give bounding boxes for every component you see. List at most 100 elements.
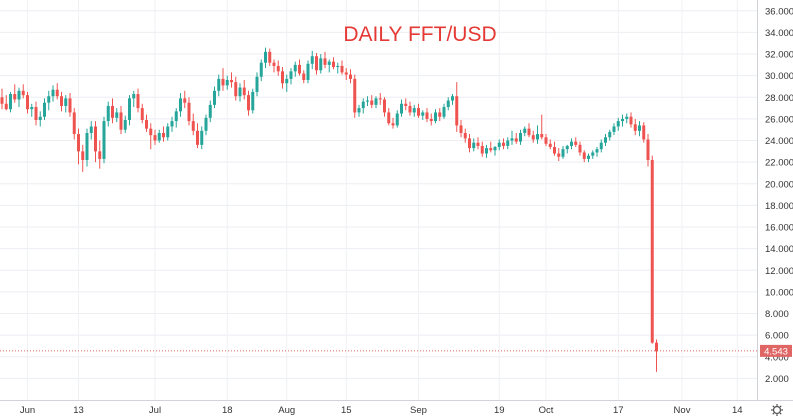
candle bbox=[502, 138, 505, 150]
candle-body bbox=[9, 94, 12, 110]
candle-body bbox=[591, 152, 595, 156]
candle-body bbox=[140, 108, 144, 120]
candle-body bbox=[506, 140, 510, 146]
candle bbox=[132, 90, 136, 108]
candle bbox=[119, 105, 123, 135]
candle bbox=[451, 94, 454, 105]
candle bbox=[519, 129, 522, 145]
candle-body bbox=[204, 117, 208, 131]
candle bbox=[574, 137, 578, 148]
candle-body bbox=[493, 147, 497, 151]
candle-body bbox=[153, 135, 157, 141]
candle bbox=[170, 116, 174, 132]
candle bbox=[608, 129, 612, 141]
candle-body bbox=[111, 105, 114, 118]
candle bbox=[123, 115, 127, 133]
candle bbox=[106, 101, 110, 127]
candle-body bbox=[196, 130, 199, 145]
x-tick-label: Jul bbox=[149, 405, 161, 416]
candle bbox=[281, 67, 284, 89]
candle bbox=[234, 76, 238, 101]
candle bbox=[391, 117, 395, 129]
candle-body bbox=[404, 103, 408, 106]
candle-body bbox=[344, 72, 348, 75]
x-tick-label: 15 bbox=[341, 405, 352, 416]
y-tick-label: 14.000 bbox=[765, 244, 793, 255]
candle-body bbox=[604, 137, 607, 143]
candle-body bbox=[0, 97, 4, 104]
candle bbox=[285, 74, 289, 92]
gear-icon-teeth bbox=[771, 404, 783, 416]
vertical-gridlines bbox=[27, 0, 738, 400]
candle-body bbox=[340, 65, 344, 73]
candle bbox=[310, 50, 314, 70]
candle bbox=[327, 59, 331, 73]
y-tick-label: 18.000 bbox=[765, 201, 793, 212]
candle-body bbox=[391, 123, 395, 126]
candle bbox=[349, 69, 352, 84]
candle bbox=[561, 145, 565, 159]
candle-body bbox=[489, 148, 493, 151]
candle bbox=[204, 114, 208, 136]
candle-body bbox=[548, 143, 552, 148]
x-tick-label: Oct bbox=[539, 405, 554, 416]
candle-body bbox=[425, 112, 429, 119]
candle-body bbox=[421, 112, 425, 116]
candle-body bbox=[459, 125, 463, 133]
y-tick-label: 10.000 bbox=[765, 287, 793, 298]
candle bbox=[162, 126, 165, 142]
candle bbox=[298, 59, 301, 76]
candle-body bbox=[612, 126, 616, 132]
x-tick-label: 13 bbox=[73, 405, 84, 416]
candle-body bbox=[115, 112, 119, 118]
candle bbox=[196, 123, 199, 149]
y-tick-label: 16.000 bbox=[765, 223, 793, 234]
settings-gear-icon[interactable] bbox=[771, 404, 783, 416]
candle bbox=[174, 108, 178, 128]
candle-body bbox=[574, 141, 578, 145]
candle-body bbox=[187, 102, 191, 122]
candle bbox=[544, 134, 548, 146]
candle-body bbox=[646, 139, 650, 160]
y-tick-label: 24.000 bbox=[765, 136, 793, 147]
candle bbox=[536, 125, 539, 144]
candle bbox=[17, 87, 21, 108]
candle-body bbox=[553, 147, 556, 154]
y-tick-label: 32.000 bbox=[765, 50, 793, 61]
candle bbox=[408, 101, 412, 116]
candle-body bbox=[13, 94, 17, 100]
candle bbox=[604, 134, 607, 146]
candle bbox=[370, 95, 374, 109]
candle-body bbox=[315, 56, 318, 71]
candle-body bbox=[119, 112, 123, 130]
candle bbox=[493, 145, 497, 156]
candle bbox=[527, 123, 531, 138]
candle bbox=[289, 68, 293, 85]
candle-body bbox=[621, 118, 624, 122]
candle bbox=[64, 95, 68, 113]
candle-body bbox=[353, 78, 357, 113]
candle bbox=[166, 123, 170, 141]
candle-body bbox=[132, 94, 136, 99]
candle bbox=[213, 86, 216, 109]
candle bbox=[55, 83, 59, 100]
candle bbox=[472, 138, 476, 152]
candle-body bbox=[251, 91, 255, 111]
candle bbox=[459, 120, 463, 138]
candle-body bbox=[655, 342, 658, 352]
candle-body bbox=[26, 95, 29, 110]
candle bbox=[531, 130, 535, 143]
y-tick-label: 34.000 bbox=[765, 28, 793, 39]
y-tick-label: 8.000 bbox=[765, 309, 789, 320]
candle bbox=[179, 92, 182, 117]
candle-body bbox=[633, 124, 637, 131]
candle bbox=[366, 96, 369, 106]
candle bbox=[102, 116, 106, 164]
candle bbox=[468, 134, 471, 153]
candle bbox=[455, 82, 459, 132]
candle-body bbox=[595, 149, 599, 153]
candle-body bbox=[259, 62, 263, 77]
candle bbox=[565, 144, 569, 154]
candle-body bbox=[272, 62, 276, 66]
candle bbox=[638, 121, 641, 137]
